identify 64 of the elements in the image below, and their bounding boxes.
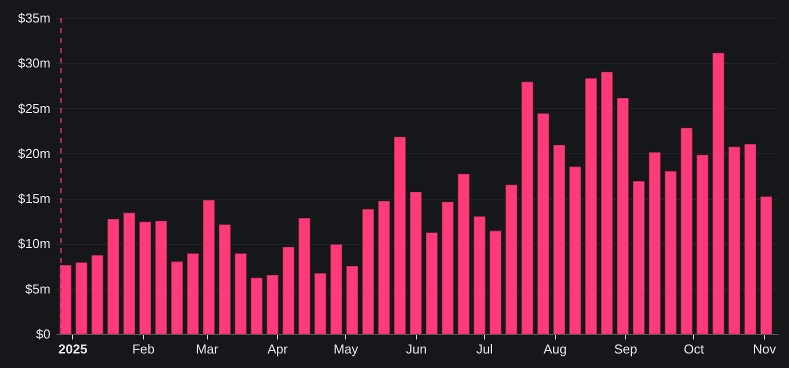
bar xyxy=(458,174,470,334)
bar xyxy=(282,247,294,334)
bar xyxy=(648,152,661,334)
bar xyxy=(744,144,756,334)
bar xyxy=(632,181,645,334)
bar xyxy=(617,98,629,334)
bar xyxy=(187,253,199,334)
bar xyxy=(378,200,390,334)
y-tick-label: $10m xyxy=(18,236,50,252)
bar xyxy=(250,278,262,334)
bar xyxy=(60,265,72,334)
bar xyxy=(92,255,104,334)
bar xyxy=(585,78,597,334)
bar xyxy=(601,72,613,334)
bar xyxy=(203,200,215,334)
x-tick-label: Feb xyxy=(132,342,155,356)
bar xyxy=(108,219,120,334)
bar xyxy=(522,82,534,334)
bar xyxy=(728,146,740,334)
y-tick-label: $25m xyxy=(18,100,50,116)
x-tick-label: Sep xyxy=(614,342,638,356)
bar xyxy=(410,192,422,334)
x-tick-label: Nov xyxy=(752,342,776,356)
x-tick-label: Apr xyxy=(267,342,288,356)
bar xyxy=(490,230,502,334)
bar xyxy=(506,184,518,334)
bar xyxy=(76,262,88,334)
bar xyxy=(298,218,310,334)
y-tick-label: $30m xyxy=(18,56,50,71)
x-tick-label: Mar xyxy=(196,342,219,356)
bar xyxy=(696,154,708,334)
bar xyxy=(569,166,581,334)
bar xyxy=(474,216,486,334)
bar xyxy=(426,232,438,334)
y-tick-label: $20m xyxy=(18,146,50,161)
y-tick-label: $35m xyxy=(18,10,50,26)
bar xyxy=(664,171,676,334)
bar xyxy=(234,253,247,334)
bar xyxy=(123,212,136,334)
bar xyxy=(362,209,374,334)
x-tick-label: Jun xyxy=(406,342,427,356)
bar xyxy=(314,273,326,334)
bar xyxy=(680,128,692,334)
bar xyxy=(442,202,454,334)
bar xyxy=(712,52,724,334)
bar xyxy=(266,275,278,334)
y-tick-label: $0 xyxy=(36,326,50,342)
x-tick-label: May xyxy=(334,342,359,356)
bar xyxy=(218,224,231,334)
x-tick-label: Jul xyxy=(476,342,494,356)
y-tick-label: $15m xyxy=(18,191,50,206)
bar xyxy=(537,113,550,334)
bar xyxy=(139,222,151,334)
x-tick-label: 2025 xyxy=(58,342,88,356)
bar xyxy=(394,136,406,334)
bar xyxy=(155,220,167,334)
x-tick-label: Oct xyxy=(684,342,704,356)
bar xyxy=(346,266,358,334)
y-tick-label: $5m xyxy=(25,281,50,296)
bar xyxy=(553,145,565,334)
bar xyxy=(760,196,772,334)
x-tick-label: Aug xyxy=(544,342,567,356)
bar xyxy=(330,244,342,334)
bar xyxy=(171,261,183,334)
